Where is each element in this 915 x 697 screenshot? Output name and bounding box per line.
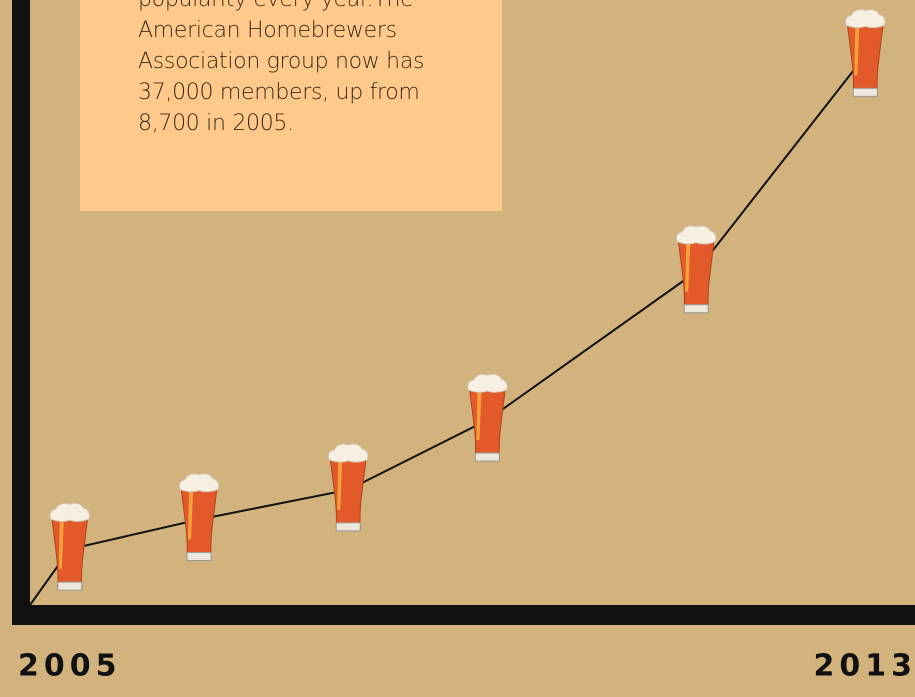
glass-base — [335, 522, 361, 532]
beer-glass — [49, 502, 91, 591]
beer-glass — [844, 8, 886, 97]
foam — [844, 8, 886, 29]
beer-glass — [467, 373, 508, 462]
glass-shine — [476, 392, 482, 441]
beer-glass — [327, 443, 369, 532]
glass-base — [852, 87, 878, 97]
glass-shine — [854, 27, 860, 76]
foam — [467, 373, 508, 393]
x-tick-label: 2005 — [18, 649, 122, 684]
glass-body — [468, 387, 506, 461]
foam — [49, 502, 91, 522]
foam — [675, 225, 717, 245]
annotation-box: popularity every year.The American Homeb… — [80, 0, 502, 211]
y-axis — [12, 0, 30, 625]
beer-glass — [178, 473, 220, 561]
x-axis — [12, 605, 915, 625]
glass-shine — [685, 243, 691, 292]
glass-body — [677, 239, 715, 313]
beer-glass — [675, 225, 717, 314]
glass-body — [329, 457, 367, 531]
glass-base — [57, 581, 83, 591]
glass-body — [180, 486, 218, 560]
x-tick-label: 2013 — [814, 649, 915, 684]
glass-body — [51, 516, 89, 590]
glass-shine — [58, 521, 64, 570]
glass-shine — [337, 461, 343, 510]
glass-base — [683, 304, 709, 314]
foam — [327, 443, 369, 463]
annotation: popularity every year.The American Homeb… — [138, 0, 425, 136]
glass-base — [474, 452, 500, 462]
glass-body — [846, 22, 884, 96]
line — [69, 54, 867, 551]
glass-shine — [188, 491, 194, 540]
glass-base — [186, 551, 212, 561]
foam — [178, 473, 220, 493]
